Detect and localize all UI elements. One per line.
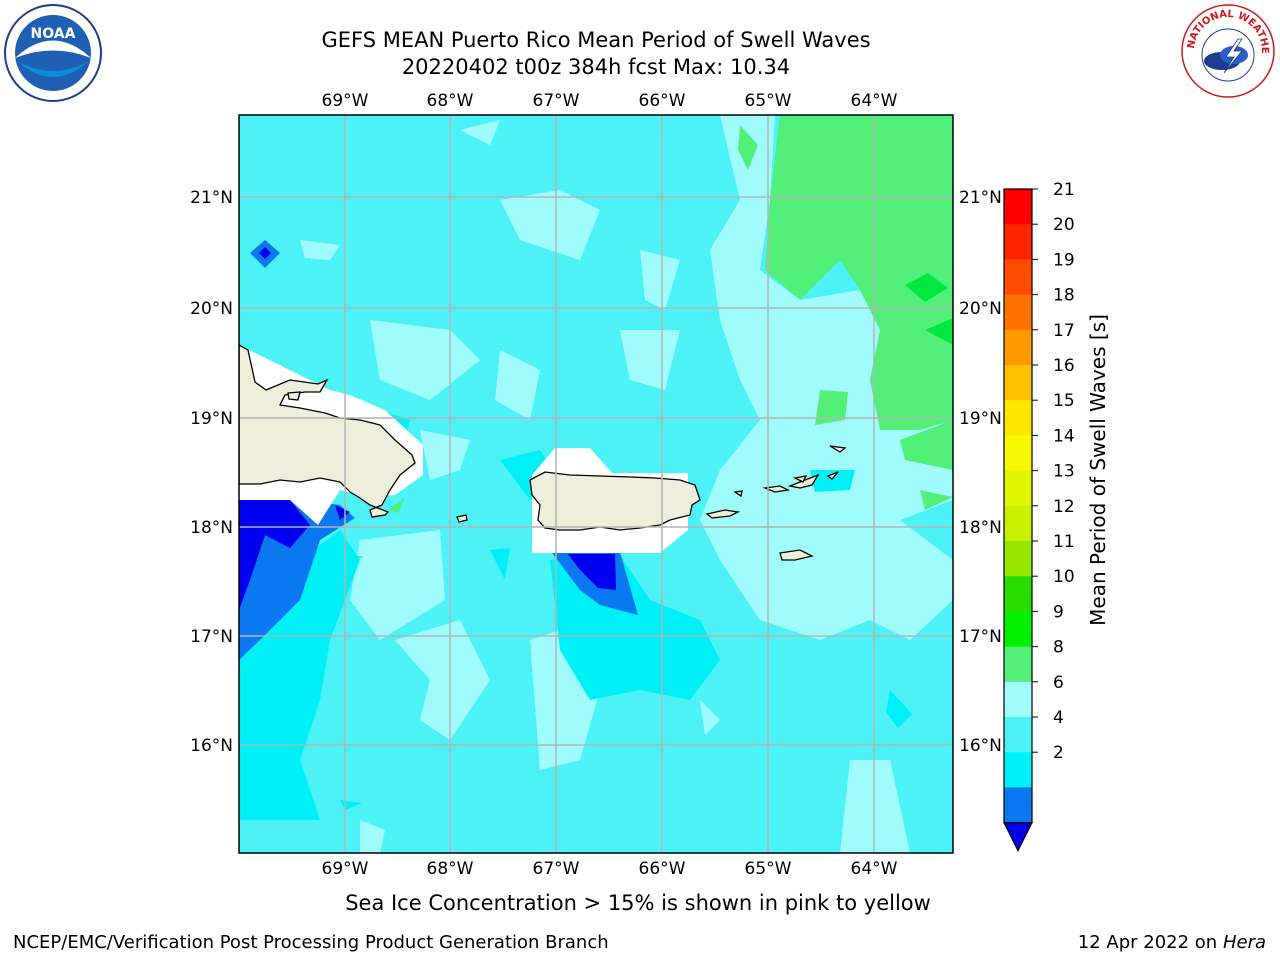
colorbar-tick-label: 9 (1053, 602, 1064, 622)
lon-label: 65°W (745, 859, 792, 879)
colorbar-bin (1004, 541, 1032, 577)
lat-label: 16°N (959, 736, 1002, 756)
footer-date: 12 Apr 2022 on Hera (1078, 932, 1266, 953)
colorbar-bin (1004, 365, 1032, 401)
colorbar-bin (1004, 646, 1032, 683)
noaa-logo-text: NOAA (31, 26, 76, 42)
colorbar-bin (1004, 435, 1032, 472)
lat-label: 16°N (190, 736, 233, 756)
colorbar-bin (1004, 294, 1032, 331)
colorbar-tick-label: 10 (1053, 567, 1075, 587)
colorbar-tick-label: 18 (1053, 286, 1075, 306)
colorbar-extend-arrow (1003, 822, 1033, 852)
colorbar-bin (1004, 717, 1032, 753)
colorbar-tick-label: 21 (1053, 180, 1075, 200)
lon-labels-bottom: 69°W 68°W 67°W 66°W 65°W 64°W (322, 859, 898, 879)
colorbar-bin (1004, 400, 1032, 436)
footer-date-text: 12 Apr 2022 on (1077, 932, 1223, 953)
lat-label: 18°N (959, 518, 1002, 538)
lat-label: 21°N (959, 188, 1002, 208)
map-grid (239, 115, 953, 853)
lon-label: 64°W (851, 859, 898, 879)
lat-label: 20°N (190, 299, 233, 319)
lon-label: 66°W (639, 91, 686, 111)
map-title: GEFS MEAN Puerto Rico Mean Period of Swe… (321, 28, 871, 52)
lon-label: 67°W (533, 859, 580, 879)
colorbar-tick-label: 17 (1053, 321, 1075, 341)
colorbar-tick-label: 16 (1053, 356, 1075, 376)
lat-label: 19°N (190, 409, 233, 429)
colorbar-tick-label: 15 (1053, 391, 1075, 411)
map-frame (238, 114, 954, 854)
colorbar-tick-label: 19 (1053, 250, 1075, 270)
colorbar-tick-label: 2 (1053, 743, 1064, 763)
footer-credit: NCEP/EMC/Verification Post Processing Pr… (13, 932, 609, 953)
colorbar-bin (1004, 224, 1032, 260)
nws-logo-icon: NATIONAL WEATHER SERVICE (1180, 3, 1275, 98)
lon-label: 66°W (639, 859, 686, 879)
lon-label: 69°W (322, 859, 369, 879)
colorbar-bin (1004, 611, 1032, 648)
colorbar-tick-label: 20 (1053, 215, 1075, 235)
colorbar-label: Mean Period of Swell Waves [s] (1086, 314, 1110, 626)
lon-labels-top: 69°W 68°W 67°W 66°W 65°W 64°W (322, 91, 898, 111)
map-plot-area (239, 115, 953, 853)
lat-label: 20°N (959, 299, 1002, 319)
lat-labels-left: 21°N 20°N 19°N 18°N 17°N 16°N (190, 188, 233, 756)
hispaniola-island (239, 344, 416, 518)
lat-labels-right: 21°N 20°N 19°N 18°N 17°N 16°N (959, 188, 1002, 756)
colorbar-bin (1004, 329, 1032, 366)
swell-region-8-9 (300, 115, 953, 853)
sea-ice-note: Sea Ice Concentration > 15% is shown in … (345, 891, 931, 915)
colorbar-bin (1004, 189, 1032, 225)
colorbar-tick-label: 12 (1053, 497, 1075, 517)
colorbar-bin (1004, 576, 1032, 612)
colorbar-bin (1004, 752, 1032, 788)
lon-label: 64°W (851, 91, 898, 111)
swell-region-10-11 (905, 273, 953, 345)
lon-label: 65°W (745, 91, 792, 111)
lat-label: 17°N (190, 627, 233, 647)
colorbar: 21 20 19 18 17 16 15 14 13 12 11 10 9 8 6 4 2 (1003, 180, 1075, 852)
lat-label: 17°N (959, 627, 1002, 647)
map-subtitle: 20220402 t00z 384h fcst Max: 10.34 (401, 55, 791, 79)
colorbar-bin (1004, 259, 1032, 296)
lat-label: 19°N (959, 409, 1002, 429)
colorbar-tick-label: 8 (1053, 638, 1064, 658)
colorbar-bin (1004, 681, 1032, 718)
lon-label: 69°W (322, 91, 369, 111)
colorbar-tick-label: 4 (1053, 708, 1064, 728)
footer-host: Hera (1222, 932, 1266, 953)
puerto-rico-island (529, 471, 701, 531)
colorbar-bin (1004, 787, 1032, 824)
noaa-logo-icon: NOAA (4, 4, 102, 102)
colorbar-bin (1004, 505, 1032, 542)
lon-label: 68°W (427, 859, 474, 879)
lon-label: 67°W (533, 91, 580, 111)
colorbar-tick-label: 11 (1053, 532, 1075, 552)
colorbar-bin (1004, 470, 1032, 507)
land (239, 344, 847, 561)
lat-label: 18°N (190, 518, 233, 538)
colorbar-tick-label: 6 (1053, 673, 1064, 693)
colorbar-tick-label: 14 (1053, 426, 1075, 446)
lon-label: 68°W (427, 91, 474, 111)
colorbar-tick-label: 13 (1053, 462, 1075, 482)
lat-label: 21°N (190, 188, 233, 208)
